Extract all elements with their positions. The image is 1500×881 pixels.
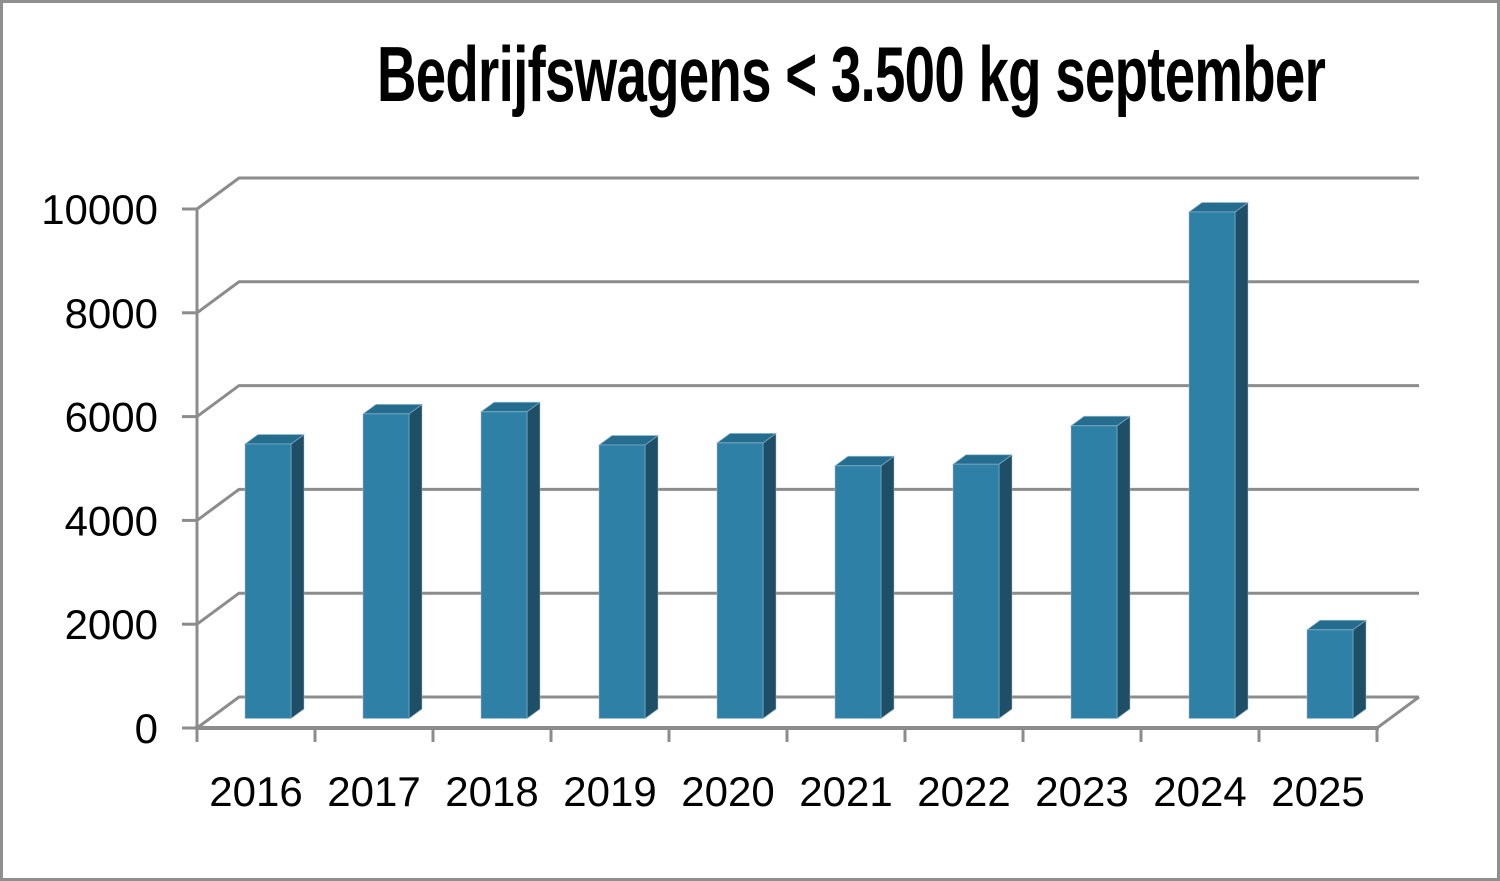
y-tick-label: 4000: [65, 497, 158, 544]
x-axis-label: 2024: [1153, 768, 1246, 815]
bar-front-face: [598, 444, 646, 719]
bar-2017: [361, 403, 424, 720]
bar-front-face: [1188, 211, 1236, 719]
bar-side-face: [998, 453, 1013, 720]
y-tick-label: 10000: [41, 186, 158, 233]
floor-right-edge: [1376, 695, 1420, 730]
gridline-6000: [196, 384, 1419, 418]
bar-2019: [597, 434, 660, 720]
bar-2025: [1305, 619, 1368, 720]
gridline-10000: [196, 176, 1419, 211]
bar-side-face: [880, 455, 895, 720]
bar-side-face: [290, 433, 305, 720]
chart-title: Bedrijfswagens < 3.500 kg september: [377, 30, 1326, 118]
bar-2018: [479, 401, 542, 720]
gridline-2000: [196, 591, 1419, 626]
x-axis-label: 2016: [209, 768, 302, 815]
bar-front-face: [1070, 425, 1118, 719]
y-tick-label: 0: [135, 705, 158, 752]
bar-front-face: [362, 413, 410, 719]
x-axis-label: 2018: [445, 768, 538, 815]
bar-2023: [1069, 415, 1132, 720]
y-tick-label: 2000: [65, 601, 158, 648]
x-axis-label: 2020: [681, 768, 774, 815]
bar-side-face: [644, 434, 659, 720]
bar-2021: [833, 455, 896, 720]
x-axis-label: 2023: [1035, 768, 1128, 815]
x-axis-label: 2017: [327, 768, 420, 815]
x-axis-label: 2021: [799, 768, 892, 815]
gridline-4000: [196, 487, 1419, 522]
bar-front-face: [834, 465, 882, 720]
gridline-8000: [196, 280, 1419, 315]
bar-side-face: [1234, 201, 1249, 720]
x-axis-label: 2022: [917, 768, 1010, 815]
bar-side-face: [526, 401, 541, 720]
bar-2022: [951, 453, 1014, 720]
bar-2020: [715, 432, 778, 720]
y-tick-label: 8000: [65, 290, 158, 337]
gridline-0: [196, 695, 1419, 730]
bar-2016: [243, 433, 306, 720]
bar-front-face: [480, 411, 528, 719]
bar-front-face: [244, 443, 292, 719]
bar-front-face: [716, 442, 764, 719]
bar-side-face: [1352, 619, 1367, 720]
plot-area: 0 2000 4000 6000 8000 10000 2016 2017 2018 2019 20…: [41, 176, 1420, 815]
bar-2024: [1187, 201, 1250, 720]
bar-side-face: [1116, 415, 1131, 720]
x-axis-label: 2019: [563, 768, 656, 815]
y-tick-label: 6000: [65, 394, 158, 441]
bar-front-face: [952, 463, 1000, 719]
bar-front-face: [1306, 629, 1354, 719]
x-axis-label: 2025: [1271, 768, 1364, 815]
bar-side-face: [762, 432, 777, 720]
bar-side-face: [408, 403, 423, 720]
